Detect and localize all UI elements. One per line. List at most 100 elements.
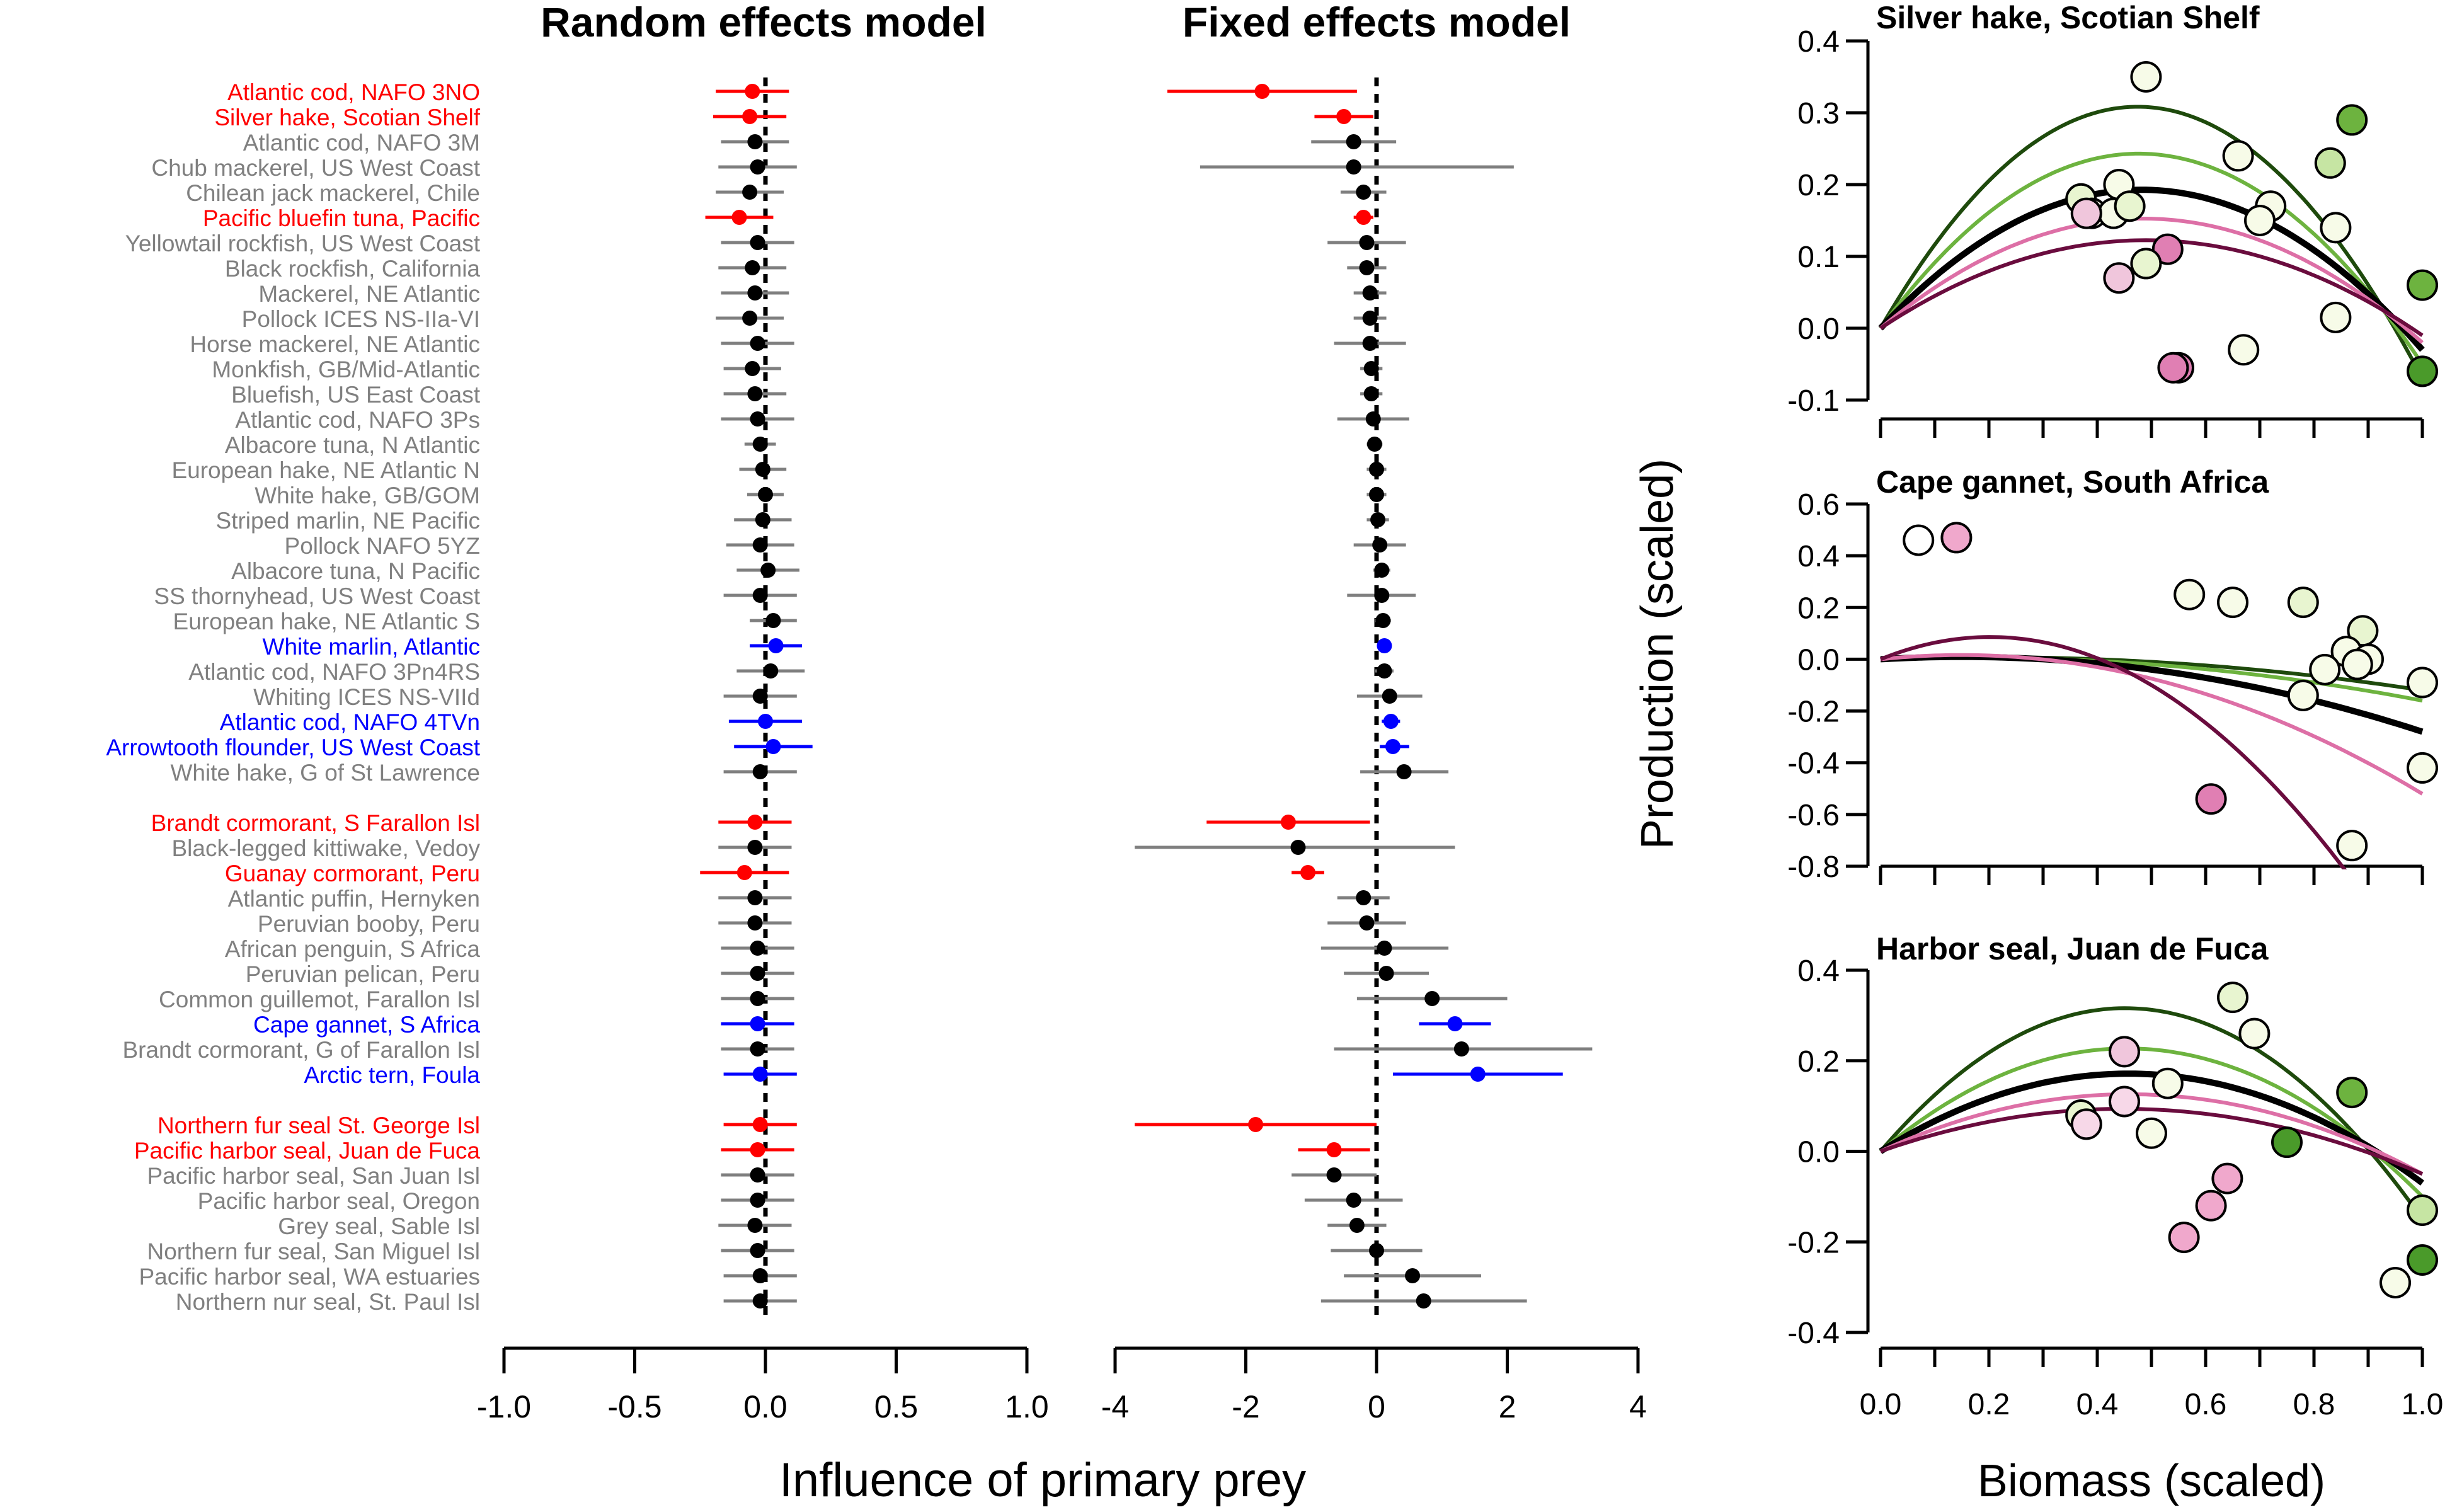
fixed-effects-title: Fixed effects model	[1183, 0, 1571, 45]
stock-label: Brandt cormorant, S Farallon Isl	[151, 810, 480, 836]
stock-label: Common guillemot, Farallon Isl	[159, 987, 480, 1012]
estimate-point	[1356, 890, 1372, 905]
stock-label: Pacific bluefin tuna, Pacific	[203, 205, 480, 231]
stock-label: Albacore tuna, N Pacific	[231, 558, 480, 584]
estimate-point	[1326, 1167, 1342, 1183]
x-tick-label: 0.4	[2076, 1388, 2119, 1421]
estimate-point	[750, 1167, 765, 1183]
y-tick-label: 0.4	[1797, 540, 1840, 573]
estimate-point	[745, 84, 760, 99]
estimate-point	[736, 865, 752, 880]
stock-label: Atlantic cod, NAFO 4TVn	[220, 709, 480, 735]
biomass-axis-label: Biomass (scaled)	[1978, 1456, 2325, 1506]
stock-label: Albacore tuna, N Atlantic	[225, 432, 480, 458]
y-tick-label: 0.4	[1797, 954, 1840, 988]
y-tick-label: -0.1	[1787, 384, 1840, 418]
data-point	[2287, 679, 2319, 711]
estimate-point	[750, 1193, 765, 1208]
estimate-point	[747, 890, 763, 905]
production-curve	[1878, 186, 2425, 352]
estimate-point	[731, 210, 747, 225]
stock-label: Atlantic cod, NAFO 3Ps	[235, 407, 480, 433]
estimate-point	[1369, 487, 1384, 502]
estimate-point	[750, 991, 765, 1006]
estimate-point	[747, 815, 763, 830]
estimate-point	[1447, 1016, 1463, 1031]
scatter-panel: -0.8 -0.6 -0.4 -0.2 0.0 0.2 0.4 0.6	[1787, 488, 2438, 885]
stock-label: Bluefish, US East Coast	[231, 382, 481, 408]
estimate-point	[1424, 991, 1440, 1006]
estimate-point	[742, 185, 758, 200]
stock-label: Atlantic puffin, Hernyken	[228, 886, 480, 912]
y-tick-label: 0.6	[1797, 488, 1840, 522]
data-point	[2336, 1077, 2368, 1109]
estimate-point	[1377, 638, 1392, 653]
x-tick-label: 0.2	[1968, 1388, 2010, 1421]
data-point	[2217, 982, 2248, 1014]
fitted-curves	[1878, 105, 2425, 380]
data-point	[2271, 1126, 2303, 1159]
fitted-curves	[1879, 635, 2424, 869]
stock-label: Chilean jack mackerel, Chile	[186, 180, 480, 206]
production-curve	[1880, 1107, 2424, 1176]
estimate-point	[750, 1041, 765, 1057]
estimate-point	[1336, 109, 1352, 124]
estimate-point	[750, 966, 765, 981]
data-point	[2130, 61, 2162, 93]
estimate-point	[1385, 739, 1400, 754]
x-tick-label: -4	[1101, 1389, 1129, 1424]
data-point	[2211, 1162, 2243, 1194]
estimate-point	[1290, 840, 1306, 855]
estimate-point	[752, 1117, 768, 1132]
stock-label: Horse mackerel, NE Atlantic	[190, 331, 480, 357]
estimate-point	[1366, 437, 1382, 452]
estimate-point	[1383, 714, 1399, 729]
x-tick-label: 1.0	[1005, 1389, 1049, 1424]
stock-label: European hake, NE Atlantic S	[173, 609, 480, 634]
estimate-point	[747, 285, 763, 301]
estimate-point	[758, 487, 773, 502]
x-tick-label: 0.0	[1860, 1388, 1902, 1421]
estimate-point	[752, 764, 768, 779]
estimate-point	[1326, 1142, 1342, 1157]
estimate-point	[1363, 386, 1379, 401]
estimate-point	[1349, 1218, 1365, 1233]
stock-label: Guanay cormorant, Peru	[225, 861, 480, 886]
x-tick-label: -1.0	[477, 1389, 531, 1424]
estimate-point	[750, 411, 765, 427]
scatter-panel: -0.4 -0.2 0.0 0.2 0.4 0.0 0.2 0.4 0.6 0.8 1.0	[1787, 954, 2443, 1421]
y-tick-label: 0.1	[1797, 241, 1840, 274]
harbor-seal-title: Harbor seal, Juan de Fuca	[1876, 931, 2269, 966]
estimate-point	[1356, 185, 1372, 200]
stock-label: Atlantic cod, NAFO 3NO	[227, 79, 480, 105]
y-tick-label: 0.4	[1797, 25, 1840, 59]
data-point	[2380, 1266, 2411, 1298]
production-curve	[1879, 1092, 2424, 1176]
stock-label: Grey seal, Sable Isl	[278, 1213, 480, 1239]
estimate-point	[1405, 1268, 1421, 1283]
data-point	[2238, 1017, 2271, 1050]
data-point	[2341, 648, 2373, 680]
estimate-point	[750, 1243, 765, 1258]
estimate-point	[1377, 663, 1392, 679]
estimate-point	[1365, 411, 1381, 427]
stock-label: Northern nur seal, St. Paul Isl	[176, 1289, 480, 1315]
estimate-point	[1248, 1117, 1264, 1132]
estimate-point	[1375, 613, 1391, 628]
stock-label: Cape gannet, S Africa	[253, 1012, 480, 1038]
data-point	[2157, 352, 2189, 384]
estimate-point	[758, 714, 773, 729]
data-point	[1903, 524, 1935, 556]
y-tick-label: 0.3	[1797, 97, 1840, 130]
estimate-point	[745, 260, 760, 275]
data-point	[2070, 197, 2102, 229]
y-tick-label: 0.0	[1797, 312, 1840, 346]
estimate-point	[752, 537, 768, 553]
data-point	[2217, 587, 2248, 619]
estimate-point	[755, 512, 770, 527]
estimate-point	[752, 437, 768, 452]
estimate-point	[742, 109, 758, 124]
x-tick-label: 0	[1368, 1389, 1385, 1424]
data-point	[2222, 140, 2254, 172]
